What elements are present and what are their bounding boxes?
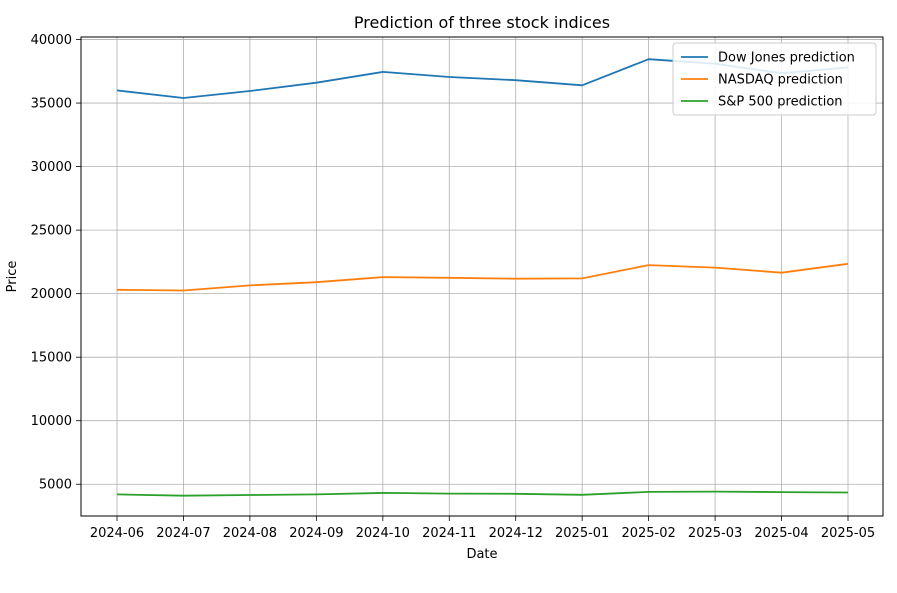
x-axis-ticks: 2024-06 2024-07 2024-08 2024-09 2024-10 2024-…: [90, 516, 875, 541]
y-tick-label: 40000: [31, 33, 72, 48]
chart-title: Prediction of three stock indices: [354, 13, 610, 32]
x-tick-label: 2025-05: [821, 526, 875, 541]
y-axis-ticks: 5000 10000 15000 20000 25000 30000 35000 40000: [31, 33, 81, 493]
legend-entry-2: S&P 500 prediction: [718, 95, 843, 110]
plot-frame: [80, 36, 884, 517]
y-tick-label: 10000: [31, 414, 72, 429]
y-tick-label: 20000: [31, 287, 72, 302]
legend-box: [672, 42, 877, 116]
x-tick-label: 2025-04: [754, 526, 808, 541]
y-tick-label: 30000: [31, 160, 72, 175]
x-tick-label: 2024-09: [289, 526, 343, 541]
series-line-2: [116, 490, 849, 497]
y-tick-label: 25000: [31, 224, 72, 239]
x-tick-label: 2024-10: [356, 526, 410, 541]
grid-lines: [81, 37, 883, 516]
x-tick-label: 2024-12: [489, 526, 543, 541]
y-tick-label: 15000: [31, 351, 72, 366]
x-tick-label: 2024-06: [90, 526, 144, 541]
x-tick-label: 2025-02: [621, 526, 675, 541]
x-axis-label: Date: [466, 547, 497, 562]
x-tick-label: 2025-03: [688, 526, 742, 541]
legend: Dow Jones prediction NASDAQ prediction S&P…: [672, 42, 877, 116]
legend-entry-0: Dow Jones prediction: [718, 51, 855, 66]
y-tick-label: 5000: [39, 478, 72, 493]
y-tick-label: 35000: [31, 97, 72, 112]
x-tick-label: 2024-11: [422, 526, 476, 541]
y-axis-label: Price: [5, 261, 20, 293]
x-tick-label: 2024-07: [156, 526, 210, 541]
legend-entry-1: NASDAQ prediction: [718, 73, 843, 88]
x-tick-label: 2025-01: [555, 526, 609, 541]
x-tick-label: 2024-08: [223, 526, 277, 541]
series-lines: [116, 58, 849, 497]
series-line-1: [116, 262, 849, 292]
